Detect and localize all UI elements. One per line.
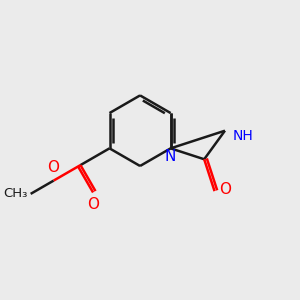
Text: CH₃: CH₃	[3, 187, 27, 200]
Text: O: O	[48, 160, 60, 175]
Text: NH: NH	[233, 129, 254, 143]
Text: N: N	[164, 148, 176, 164]
Text: O: O	[219, 182, 231, 197]
Text: O: O	[87, 196, 99, 211]
